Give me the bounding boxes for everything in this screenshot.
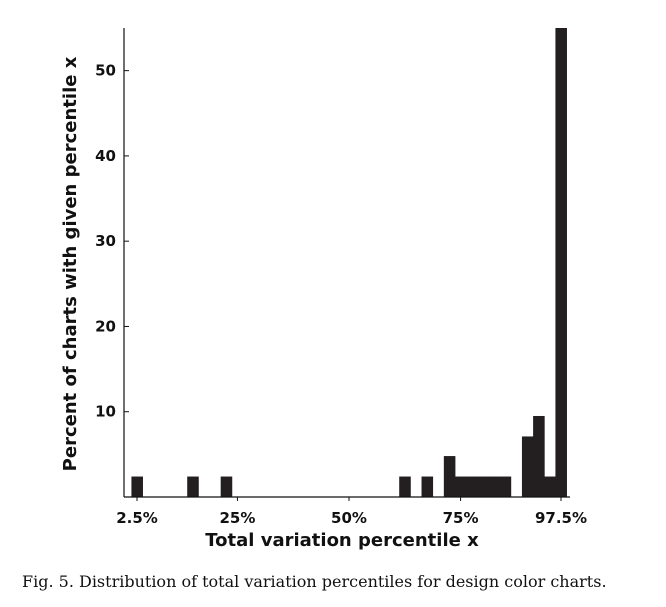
histogram-bar — [499, 476, 512, 497]
x-tick-label: 2.5% — [116, 509, 158, 527]
histogram-bar — [544, 476, 556, 497]
y-axis-title: Percent of charts with given percentile … — [60, 56, 81, 471]
y-tick-label: 50 — [95, 62, 116, 80]
y-tick-label: 40 — [95, 147, 116, 165]
histogram-bar — [466, 476, 478, 497]
x-tick-label: 97.5% — [535, 509, 587, 527]
histogram-bar — [220, 476, 233, 497]
ticks-layer: 10 20 30 40 50 2.5% 25% 50% 75% 97.5% — [95, 62, 587, 527]
histogram-bar — [421, 476, 434, 497]
y-tick-label: 10 — [95, 403, 116, 421]
histogram-bar — [555, 28, 567, 497]
histogram-bar — [477, 476, 489, 497]
bars-layer — [131, 28, 567, 497]
x-tick-label: 75% — [443, 509, 479, 527]
figure-caption: Fig. 5. Distribution of total variation … — [22, 572, 607, 591]
y-tick-label: 30 — [95, 232, 116, 250]
x-tick-label: 50% — [331, 509, 367, 527]
histogram-bar — [455, 476, 467, 497]
x-axis-title: Total variation percentile x — [205, 530, 479, 551]
histogram-bar — [443, 456, 456, 497]
histogram-bar — [521, 436, 534, 497]
histogram-bar — [187, 476, 199, 497]
y-tick-label: 20 — [95, 317, 116, 335]
histogram-bar — [488, 476, 501, 497]
x-tick-label: 25% — [219, 509, 255, 527]
histogram-bar — [131, 476, 143, 497]
histogram-bar — [399, 476, 411, 497]
histogram-bar — [533, 415, 545, 497]
